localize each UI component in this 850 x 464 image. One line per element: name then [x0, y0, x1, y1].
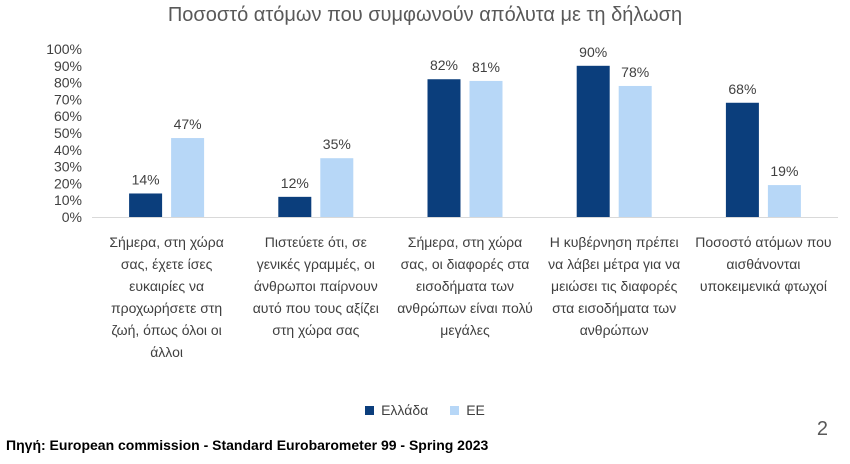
legend: Ελλάδα ΕΕ — [0, 402, 850, 418]
data-label: 78% — [621, 64, 649, 80]
legend-label-eu: ΕΕ — [466, 402, 485, 418]
data-label: 82% — [430, 57, 458, 73]
data-label: 14% — [132, 171, 160, 187]
data-label: 81% — [472, 59, 500, 75]
bar — [278, 196, 312, 217]
source-note: Πηγή: European commission - Standard Eur… — [6, 437, 489, 453]
bar — [767, 185, 801, 217]
y-tick-label: 70% — [54, 91, 82, 107]
category-label: Σήμερα, στη χώρα σας, έχετε ίσες ευκαιρί… — [109, 234, 224, 360]
data-label: 12% — [281, 175, 309, 191]
bar — [171, 138, 205, 217]
chart-title: Ποσοστό ατόμων που συμφωνούν απόλυτα με … — [167, 4, 683, 26]
legend-label-greece: Ελλάδα — [381, 402, 429, 418]
legend-swatch-eu — [450, 405, 460, 415]
category-label: Η κυβέρνηση πρέπει να λάβει μέτρα για να… — [548, 234, 681, 338]
bar — [129, 193, 163, 217]
y-tick-label: 0% — [62, 209, 82, 225]
bar — [618, 85, 652, 218]
y-tick-label: 30% — [54, 159, 82, 175]
data-label: 35% — [323, 136, 351, 152]
page-number: 2 — [816, 418, 828, 440]
data-label: 47% — [174, 116, 202, 132]
y-tick-label: 60% — [54, 108, 82, 124]
y-tick-label: 90% — [54, 58, 82, 74]
category-label: Ποσοστό ατόμων που αισθάνονται υποκειμεν… — [695, 234, 832, 294]
y-tick-label: 50% — [54, 125, 82, 141]
bar — [725, 102, 759, 217]
data-label: 90% — [579, 44, 607, 60]
data-label: 68% — [728, 81, 756, 97]
legend-item-eu: ΕΕ — [450, 402, 485, 418]
bar — [469, 80, 503, 217]
y-tick-label: 100% — [46, 41, 82, 57]
category-label: Σήμερα, στη χώρα σας, οι διαφορές στα ει… — [397, 234, 533, 338]
category-label: Πιστεύετε ότι, σε γενικές γραμμές, οι άν… — [252, 234, 379, 338]
y-tick-label: 10% — [54, 192, 82, 208]
data-label: 19% — [770, 163, 798, 179]
bar — [427, 79, 461, 218]
bar — [320, 158, 354, 217]
bar — [576, 65, 610, 217]
y-tick-label: 20% — [54, 175, 82, 191]
legend-swatch-greece — [365, 405, 375, 415]
y-tick-label: 80% — [54, 75, 82, 91]
y-tick-label: 40% — [54, 142, 82, 158]
legend-item-greece: Ελλάδα — [365, 402, 428, 418]
